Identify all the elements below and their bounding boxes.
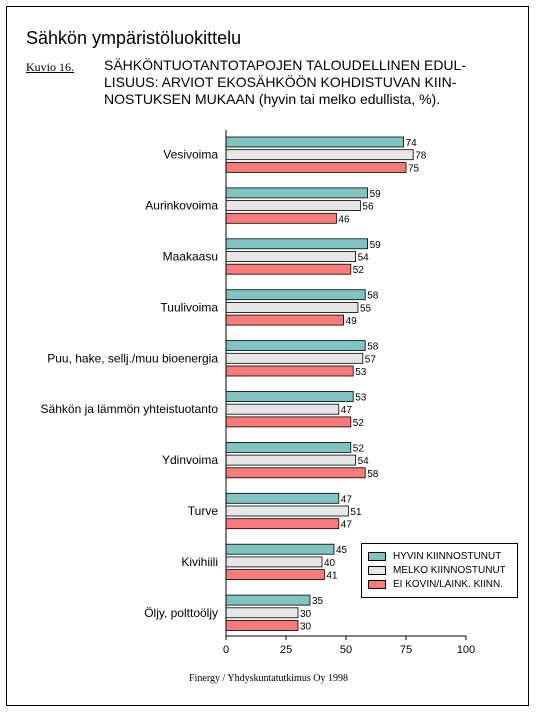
data-label: 59 (370, 240, 382, 251)
data-label: 57 (365, 354, 377, 365)
bar (225, 365, 354, 377)
legend-label: EI KOVIN/LAINK. KIINN. (393, 579, 504, 590)
data-label: 41 (326, 571, 338, 582)
data-label: 40 (324, 558, 336, 569)
data-label: 46 (338, 214, 350, 225)
bar (225, 492, 340, 504)
category-label: Ydinvoima (162, 453, 218, 467)
bar (225, 416, 352, 428)
legend-label: MELKO KIINNOSTUNUT (393, 565, 506, 576)
category-label: Sähkön ja lämmön yhteistuotanto (41, 402, 219, 416)
data-label: 47 (341, 405, 353, 416)
data-label: 56 (362, 202, 374, 213)
bar (225, 340, 366, 352)
bar (225, 289, 366, 301)
category-label: Turve (188, 504, 219, 518)
data-label: 35 (312, 596, 324, 607)
bar (225, 301, 359, 313)
category-label: Maakaasu (163, 250, 218, 264)
x-tick-label: 75 (400, 644, 412, 656)
bar (225, 149, 414, 161)
caption-line: NOSTUKSEN MUKAAN (hyvin tai melko edulli… (104, 91, 441, 107)
bar (225, 251, 357, 262)
bar (225, 518, 340, 530)
bar (225, 200, 361, 212)
data-label: 30 (300, 609, 312, 620)
bar (225, 263, 352, 275)
source-note: Finergy / Yhdyskuntatutkimus Oy 1998 (189, 673, 348, 684)
data-label: 53 (355, 367, 367, 378)
legend-swatch-ei (368, 580, 386, 589)
category-label: Aurinkovoima (145, 199, 218, 213)
data-label: 74 (406, 138, 418, 149)
chart-legend: HYVIN KIINNOSTUNUT MELKO KIINNOSTUNUT EI… (361, 543, 518, 598)
legend-item: HYVIN KIINNOSTUNUT (368, 550, 517, 563)
x-tick-label: 25 (280, 644, 292, 656)
category-label: Kivihiili (181, 555, 218, 569)
data-label: 78 (415, 151, 427, 162)
category-label: Puu, hake, sellj./muu bioenergia (47, 351, 218, 365)
data-label: 75 (408, 163, 420, 174)
bar (225, 314, 344, 326)
bar (225, 352, 364, 364)
data-label: 54 (358, 456, 370, 467)
legend-swatch-melko (368, 566, 386, 575)
bar (225, 212, 337, 224)
bar (225, 543, 335, 555)
bar (225, 569, 325, 580)
data-label: 52 (353, 418, 365, 429)
bar (225, 403, 340, 415)
category-label: Tuulivoima (160, 300, 218, 314)
bar (225, 467, 366, 479)
figure-caption: SÄHKÖNTUOTANTOTAPOJEN TALOUDELLINEN EDUL… (104, 57, 514, 108)
legend-item: EI KOVIN/LAINK. KIINN. (368, 578, 517, 591)
data-label: 47 (341, 520, 353, 531)
bar (225, 441, 352, 453)
data-label: 52 (353, 265, 365, 276)
legend-label: HYVIN KIINNOSTUNUT (393, 551, 502, 562)
data-label: 54 (358, 253, 370, 264)
legend-item: MELKO KIINNOSTUNUT (368, 564, 517, 577)
figure-label: Kuvio 16. (26, 60, 74, 74)
bar (225, 238, 369, 250)
bar (225, 454, 357, 466)
bar (225, 594, 311, 606)
bar (225, 505, 349, 517)
bar (225, 607, 299, 619)
legend-swatch-hyvin (368, 552, 386, 561)
data-label: 47 (341, 494, 353, 505)
x-tick-label: 0 (223, 644, 229, 656)
x-tick-label: 50 (340, 644, 352, 656)
bar (225, 161, 407, 173)
data-label: 45 (336, 545, 348, 556)
data-label: 52 (353, 443, 365, 454)
data-label: 30 (300, 622, 312, 633)
bar (225, 187, 369, 199)
bar (225, 620, 299, 631)
data-label: 49 (346, 316, 358, 327)
bar (225, 136, 405, 148)
bar (225, 391, 354, 402)
category-label: Öljy, polttoöljy (144, 606, 218, 620)
data-label: 59 (370, 189, 382, 200)
caption-line: LISUUS: ARVIOT EKOSÄHKÖÖN KOHDISTUVAN KI… (104, 74, 457, 90)
caption-line: SÄHKÖNTUOTANTOTAPOJEN TALOUDELLINEN EDUL… (104, 57, 466, 73)
x-tick-label: 100 (457, 644, 475, 656)
data-label: 58 (367, 469, 379, 480)
data-label: 51 (350, 507, 362, 518)
data-label: 58 (367, 342, 379, 353)
data-label: 55 (360, 303, 372, 314)
page-title: Sähkön ympäristöluokittelu (26, 28, 242, 48)
data-label: 58 (367, 291, 379, 302)
bar (225, 556, 323, 568)
data-label: 53 (355, 393, 367, 404)
category-label: Vesivoima (163, 148, 218, 162)
